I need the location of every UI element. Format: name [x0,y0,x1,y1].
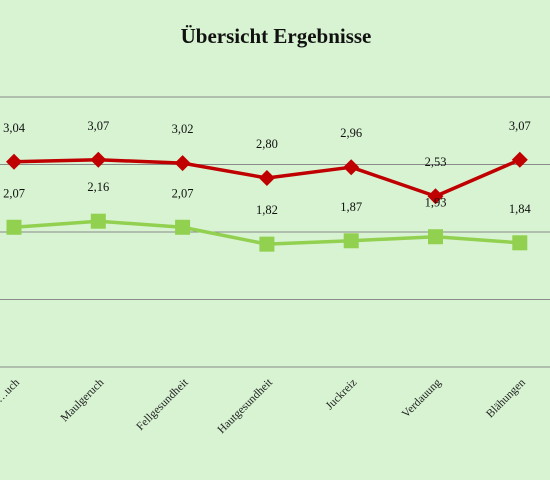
point-marker [427,188,444,205]
point-marker [258,170,275,186]
data-label: 2,96 [340,126,362,140]
point-marker [428,229,443,245]
point-marker [511,151,528,168]
point-marker [90,151,107,168]
point-marker [174,155,191,172]
series-layer [6,151,528,252]
data-label: 2,80 [256,137,278,151]
data-labels: 3,04 3,07 3,02 2,80 2,96 2,53 3,07 2,07 2,16 2,07… [3,119,531,217]
gridlines [0,96,550,368]
data-label: 1,84 [509,202,532,216]
data-label: 1,82 [256,203,278,217]
data-label: 1,87 [340,200,362,214]
point-marker [343,159,360,176]
point-marker [6,153,22,170]
point-marker [259,236,275,252]
chart-title: Übersicht Ergebnisse [181,24,372,48]
point-marker [6,219,22,235]
data-label: 2,07 [3,186,25,200]
data-label: 3,02 [172,122,194,136]
data-label: 1,93 [425,196,447,210]
data-label: 2,07 [172,186,194,200]
data-label: 2,16 [87,180,109,194]
data-label: 3,07 [509,119,531,133]
point-marker [175,219,191,235]
point-marker [512,235,528,251]
point-marker [90,213,106,229]
point-marker [343,233,359,249]
data-label: 3,07 [87,119,109,133]
data-label: 3,04 [3,121,26,135]
data-label: 2,53 [425,155,447,169]
